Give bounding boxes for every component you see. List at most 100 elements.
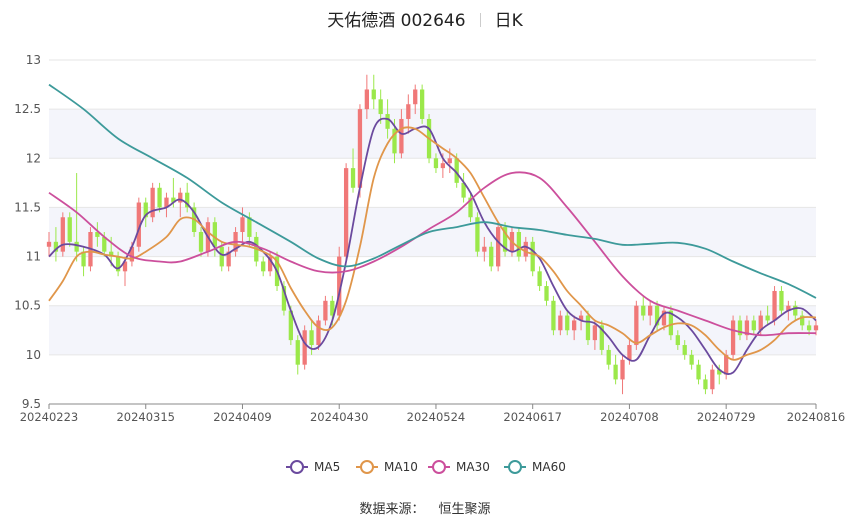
candle-body bbox=[710, 369, 715, 390]
candle-body bbox=[516, 232, 522, 257]
candle-body bbox=[717, 369, 722, 375]
x-tick-label: 20240223 bbox=[20, 410, 79, 424]
candle-body bbox=[198, 232, 204, 252]
candle-body bbox=[634, 305, 639, 346]
candle-body bbox=[67, 217, 72, 242]
candle-body bbox=[247, 217, 252, 237]
candle-body bbox=[496, 227, 501, 267]
candle-body bbox=[267, 256, 273, 272]
candle-body bbox=[281, 286, 287, 311]
candle-body bbox=[219, 246, 224, 267]
candle-body bbox=[530, 241, 535, 272]
title-separator bbox=[479, 13, 481, 27]
candle-body bbox=[654, 305, 660, 326]
candle-body bbox=[157, 187, 162, 208]
legend-label-ma10: MA10 bbox=[384, 460, 418, 474]
candle-body bbox=[744, 320, 750, 336]
candle-body bbox=[357, 109, 363, 188]
candle-body bbox=[309, 330, 314, 346]
candle-body bbox=[350, 168, 356, 188]
legend-label-ma60: MA60 bbox=[532, 460, 566, 474]
candle-body bbox=[558, 315, 563, 331]
candle-body bbox=[150, 187, 155, 218]
candle-body bbox=[143, 202, 148, 218]
candle-body bbox=[413, 89, 418, 105]
legend-marker-ma30 bbox=[432, 460, 446, 474]
candle-body bbox=[737, 320, 743, 336]
y-tick-label: 12 bbox=[26, 151, 41, 165]
candle-body bbox=[60, 217, 65, 252]
candle-body bbox=[551, 300, 556, 331]
candle-body bbox=[226, 251, 231, 267]
legend-marker-ma60 bbox=[508, 460, 522, 474]
candle-body bbox=[178, 192, 183, 203]
candle-body bbox=[399, 118, 404, 154]
candle-body bbox=[261, 261, 266, 272]
candle-body bbox=[419, 89, 425, 119]
candle-body bbox=[212, 222, 217, 247]
ma-line-ma60 bbox=[48, 83, 817, 299]
candle-body bbox=[440, 163, 446, 169]
candle-body bbox=[302, 330, 307, 365]
candle-body bbox=[648, 305, 653, 316]
candle-body bbox=[53, 241, 59, 252]
candle-body bbox=[502, 227, 508, 252]
candle-body bbox=[786, 305, 791, 311]
candle-body bbox=[779, 290, 784, 311]
y-tick-label: 12.5 bbox=[14, 102, 41, 116]
y-tick-label: 11.5 bbox=[14, 200, 41, 214]
candle-body bbox=[806, 325, 812, 331]
candle-body bbox=[74, 241, 79, 252]
candle-body bbox=[316, 320, 321, 346]
legend-marker-ma10 bbox=[360, 460, 374, 474]
candle-body bbox=[751, 320, 756, 331]
candle-body bbox=[136, 202, 141, 247]
candle-body bbox=[392, 128, 397, 154]
candle-body bbox=[730, 320, 736, 355]
legend-marker-ma5 bbox=[290, 460, 304, 474]
candle-body bbox=[675, 335, 680, 346]
candle-body bbox=[620, 359, 625, 380]
candle-body bbox=[385, 114, 390, 129]
x-tick-label: 20240315 bbox=[116, 410, 175, 424]
candle-body bbox=[523, 241, 528, 257]
candle-body bbox=[599, 325, 604, 350]
candle-body bbox=[813, 325, 819, 331]
candle-body bbox=[661, 310, 667, 326]
legend-label-ma5: MA5 bbox=[314, 460, 340, 474]
candle-body bbox=[433, 158, 439, 169]
candle-body bbox=[337, 256, 342, 316]
candle-body bbox=[468, 197, 473, 218]
candle-body bbox=[164, 197, 169, 208]
chart-title: 天佑德酒 002646 日K bbox=[0, 6, 850, 31]
candle-body bbox=[102, 236, 107, 252]
y-tick-label: 9.5 bbox=[22, 397, 41, 411]
candle-body bbox=[668, 310, 674, 336]
candle-body bbox=[585, 315, 591, 341]
ma-line-ma5 bbox=[48, 117, 817, 375]
candle-body bbox=[772, 290, 777, 321]
candle-body bbox=[613, 364, 618, 380]
x-tick-label: 20240430 bbox=[310, 410, 369, 424]
candle-body bbox=[46, 241, 52, 247]
candle-body bbox=[122, 261, 128, 272]
candle-body bbox=[330, 300, 335, 316]
candle-body bbox=[295, 340, 300, 365]
y-tick-label: 11 bbox=[26, 250, 41, 264]
source-label: 数据来源： bbox=[359, 502, 425, 517]
candle-body bbox=[592, 325, 598, 341]
legend-label-ma30: MA30 bbox=[456, 460, 490, 474]
x-tick-label: 20240524 bbox=[407, 410, 466, 424]
candle-body bbox=[565, 315, 570, 331]
candle-body bbox=[406, 104, 411, 119]
candle-body bbox=[378, 99, 383, 115]
candle-body bbox=[724, 354, 729, 375]
candle-body bbox=[572, 320, 577, 331]
candle-body bbox=[793, 305, 798, 316]
x-tick-label: 20240409 bbox=[213, 410, 272, 424]
candle-body bbox=[765, 315, 770, 321]
x-tick-label: 20240708 bbox=[600, 410, 659, 424]
candle-body bbox=[81, 251, 86, 267]
candle-body bbox=[447, 158, 452, 164]
